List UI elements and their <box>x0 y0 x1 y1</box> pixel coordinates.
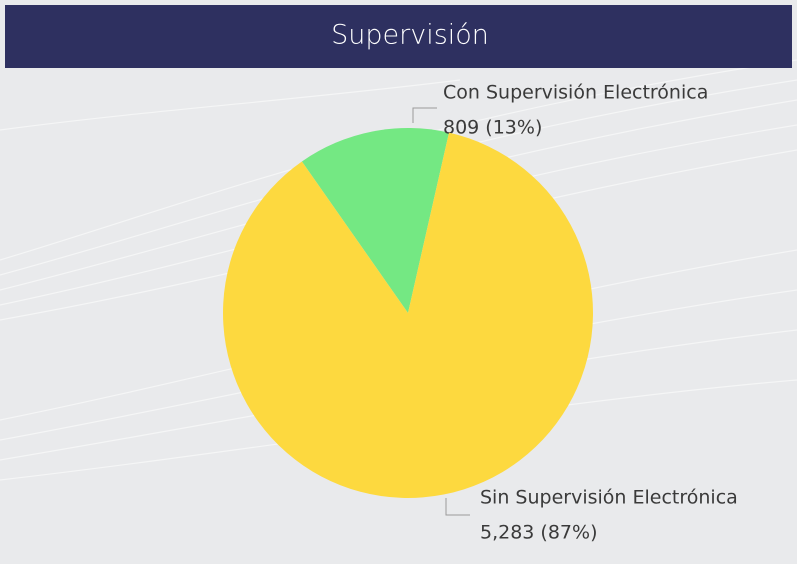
leader-line <box>445 498 470 516</box>
chart-title: Supervisión <box>331 20 489 51</box>
slice-value-label: 5,283 (87%) <box>480 522 598 544</box>
slice-value-label: 809 (13%) <box>443 117 542 139</box>
slice-label: Sin Supervisión Electrónica <box>480 487 738 509</box>
pie-slice <box>301 128 450 313</box>
pie-slice <box>223 132 594 499</box>
slice-label: Con Supervisión Electrónica <box>443 82 708 104</box>
leader-line <box>412 107 437 123</box>
title-bar <box>5 5 792 68</box>
